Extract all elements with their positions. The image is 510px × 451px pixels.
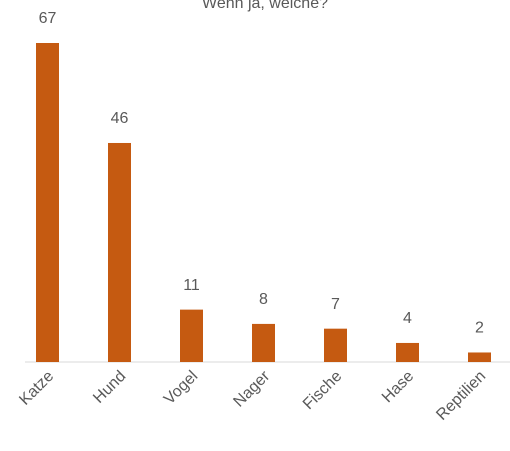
bar: [108, 142, 131, 362]
data-label: 67: [39, 10, 57, 27]
data-label: 11: [183, 277, 200, 294]
data-label: 8: [259, 291, 268, 308]
x-tick-label: Vogel: [161, 368, 201, 408]
data-label: 46: [111, 110, 129, 127]
x-tick-label: Hase: [379, 368, 418, 407]
data-label: 2: [475, 320, 484, 337]
bar: [252, 323, 275, 362]
bar: [324, 328, 347, 362]
chart-title: Wenn ja, welche?: [202, 0, 328, 12]
data-label: 7: [331, 296, 340, 313]
bar: [396, 342, 419, 362]
bar: [36, 43, 59, 362]
data-label: 4: [403, 310, 412, 327]
bar: [180, 309, 203, 362]
x-tick-label: Nager: [230, 367, 273, 410]
x-tick-label: Fische: [300, 368, 345, 413]
x-tick-label: Hund: [90, 368, 129, 407]
bar: [468, 352, 491, 362]
x-tick-label: Katze: [16, 368, 57, 409]
x-tick-label: Reptilien: [433, 368, 489, 424]
